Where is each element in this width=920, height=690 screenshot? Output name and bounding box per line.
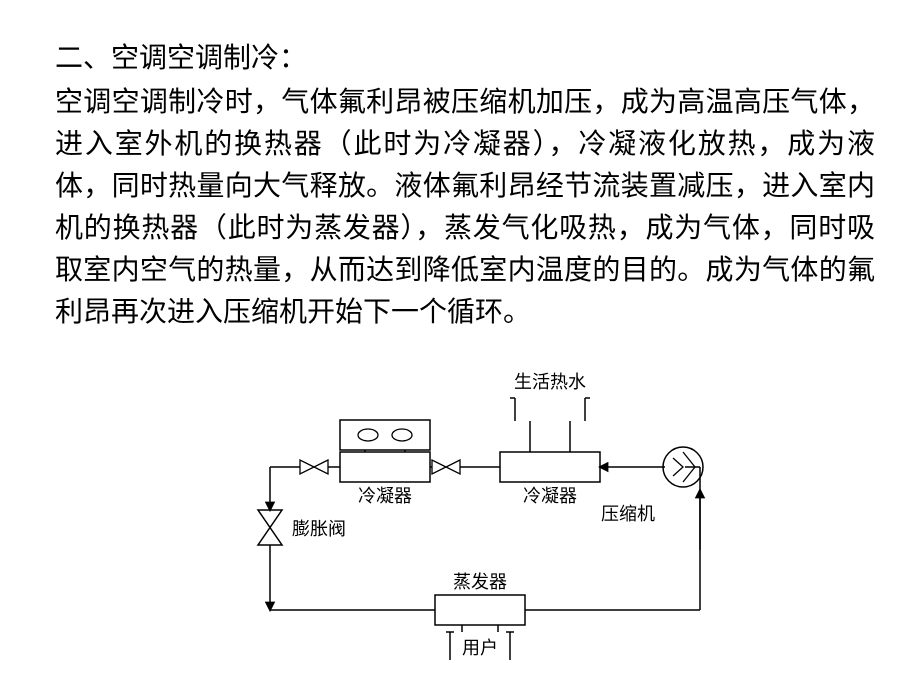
refrigeration-cycle-diagram: 冷凝器 生活热水 冷凝器 压缩机 膨胀阀 蒸发器 用户	[210, 370, 730, 670]
hot-water-label: 生活热水	[514, 372, 586, 392]
evaporator-label: 蒸发器	[453, 572, 507, 592]
condenser-left-label: 冷凝器	[358, 486, 412, 506]
expansion-label: 膨胀阀	[292, 519, 346, 539]
text-block: 二、空调空调制冷： 空调空调制冷时，气体氟利昂被压缩机加压，成为高温高压气体，进…	[55, 38, 875, 334]
condenser-right	[500, 452, 600, 482]
section-heading: 二、空调空调制冷：	[55, 38, 875, 80]
condenser-right-label: 冷凝器	[523, 486, 577, 506]
fan-box	[340, 420, 430, 450]
expansion-valve	[258, 510, 282, 545]
compressor-label: 压缩机	[601, 504, 655, 524]
section-body: 空调空调制冷时，气体氟利昂被压缩机加压，成为高温高压气体，进入室外机的换热器（此…	[55, 82, 875, 334]
evaporator	[435, 595, 525, 625]
condenser-left	[340, 452, 430, 482]
user-label: 用户	[462, 638, 498, 658]
